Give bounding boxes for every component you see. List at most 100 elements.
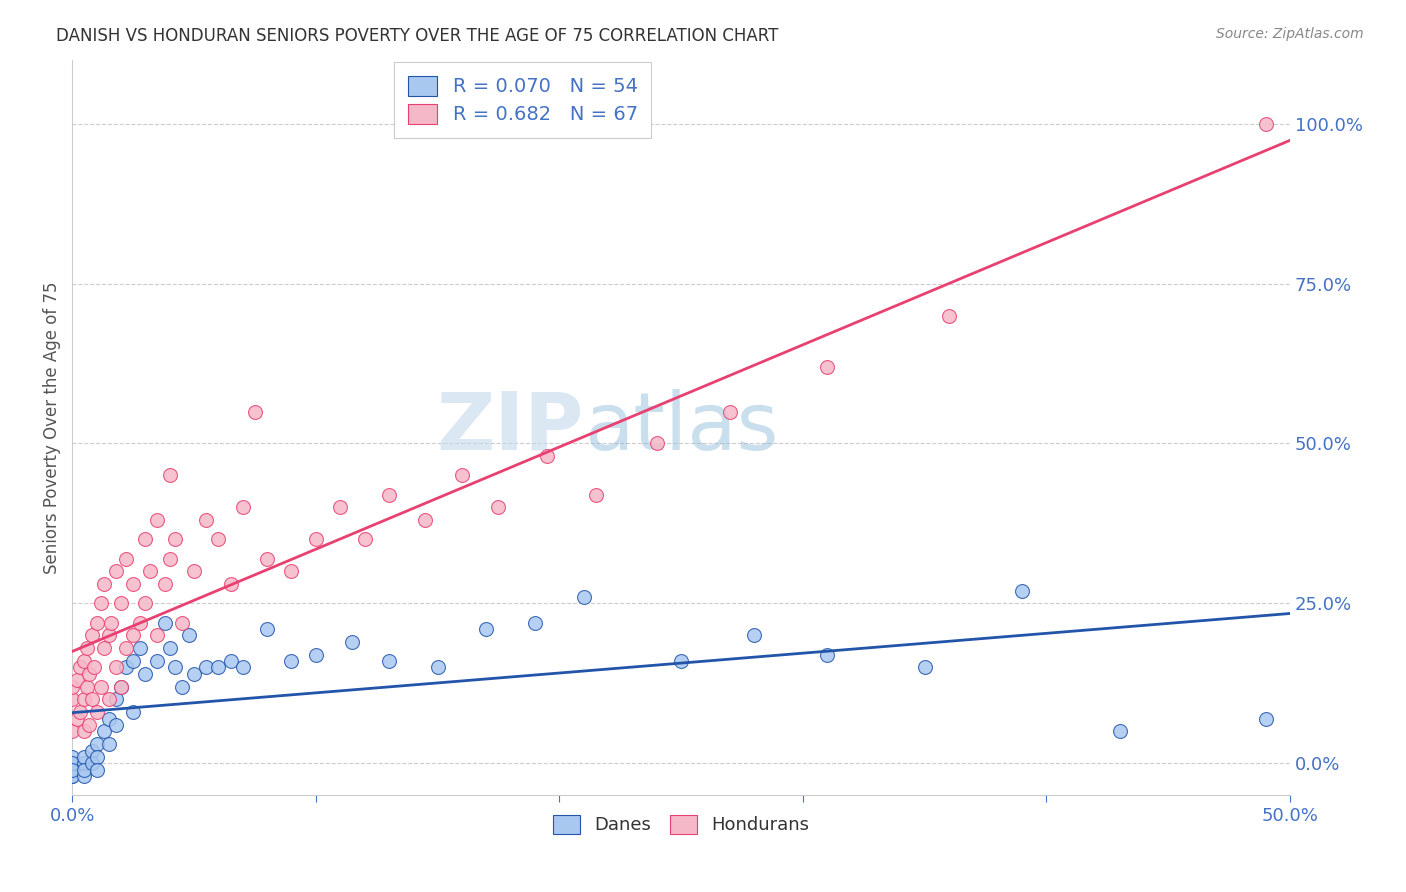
Point [415, 513, 437, 527]
Point [69, 705, 91, 719]
Point [146, 513, 169, 527]
Point [66, 712, 89, 726]
Point [86, 737, 108, 751]
Point [129, 615, 152, 630]
Point [60, 769, 83, 783]
Point [93, 641, 115, 656]
Point [97, 737, 120, 751]
Point [378, 654, 401, 668]
Point [153, 577, 176, 591]
Text: DANISH VS HONDURAN SENIORS POVERTY OVER THE AGE OF 75 CORRELATION CHART: DANISH VS HONDURAN SENIORS POVERTY OVER … [56, 27, 779, 45]
Y-axis label: Seniors Poverty Over the Age of 75: Seniors Poverty Over the Age of 75 [44, 281, 60, 574]
Point [585, 488, 607, 502]
Point [60, 756, 83, 771]
Point [815, 359, 838, 374]
Point [1108, 724, 1130, 739]
Point [66, 673, 89, 688]
Point [60, 692, 83, 706]
Point [60, 769, 83, 783]
Point [256, 622, 278, 636]
Point [256, 551, 278, 566]
Point [159, 551, 181, 566]
Point [80, 692, 103, 706]
Point [159, 468, 181, 483]
Point [163, 533, 186, 547]
Point [86, 763, 108, 777]
Point [1254, 712, 1277, 726]
Point [83, 660, 105, 674]
Point [60, 756, 83, 771]
Point [669, 654, 692, 668]
Point [105, 660, 128, 674]
Point [170, 615, 193, 630]
Point [114, 641, 136, 656]
Point [342, 635, 364, 649]
Point [69, 660, 91, 674]
Point [122, 654, 145, 668]
Point [815, 648, 838, 662]
Point [134, 533, 156, 547]
Point [914, 660, 936, 674]
Point [86, 615, 108, 630]
Point [938, 309, 960, 323]
Point [742, 628, 765, 642]
Point [488, 500, 510, 515]
Point [80, 756, 103, 771]
Legend: Danes, Hondurans: Danes, Hondurans [543, 805, 820, 846]
Point [73, 724, 96, 739]
Point [1011, 583, 1033, 598]
Point [305, 533, 328, 547]
Point [60, 724, 83, 739]
Point [195, 660, 218, 674]
Point [207, 660, 229, 674]
Point [219, 654, 242, 668]
Point [232, 660, 254, 674]
Point [329, 500, 352, 515]
Point [86, 705, 108, 719]
Point [718, 404, 741, 418]
Point [243, 404, 266, 418]
Point [77, 666, 100, 681]
Point [80, 628, 103, 642]
Point [100, 615, 122, 630]
Point [73, 750, 96, 764]
Point [60, 763, 83, 777]
Point [146, 654, 169, 668]
Point [475, 622, 498, 636]
Point [451, 468, 474, 483]
Point [378, 488, 401, 502]
Point [105, 692, 128, 706]
Point [97, 692, 120, 706]
Point [105, 718, 128, 732]
Point [114, 551, 136, 566]
Point [353, 533, 375, 547]
Point [1254, 117, 1277, 131]
Point [183, 666, 205, 681]
Point [122, 577, 145, 591]
Point [122, 628, 145, 642]
Point [60, 750, 83, 764]
Point [76, 641, 98, 656]
Point [73, 654, 96, 668]
Point [114, 660, 136, 674]
Point [97, 628, 120, 642]
Point [93, 577, 115, 591]
Point [90, 597, 112, 611]
Point [73, 763, 96, 777]
Point [572, 590, 595, 604]
Point [645, 436, 668, 450]
Point [536, 450, 558, 464]
Point [219, 577, 242, 591]
Point [129, 641, 152, 656]
Text: ZIP: ZIP [436, 389, 583, 467]
Point [146, 628, 169, 642]
Point [60, 763, 83, 777]
Point [122, 705, 145, 719]
Point [86, 750, 108, 764]
Point [163, 660, 186, 674]
Point [134, 597, 156, 611]
Point [93, 724, 115, 739]
Point [105, 565, 128, 579]
Text: Source: ZipAtlas.com: Source: ZipAtlas.com [1216, 27, 1364, 41]
Point [73, 756, 96, 771]
